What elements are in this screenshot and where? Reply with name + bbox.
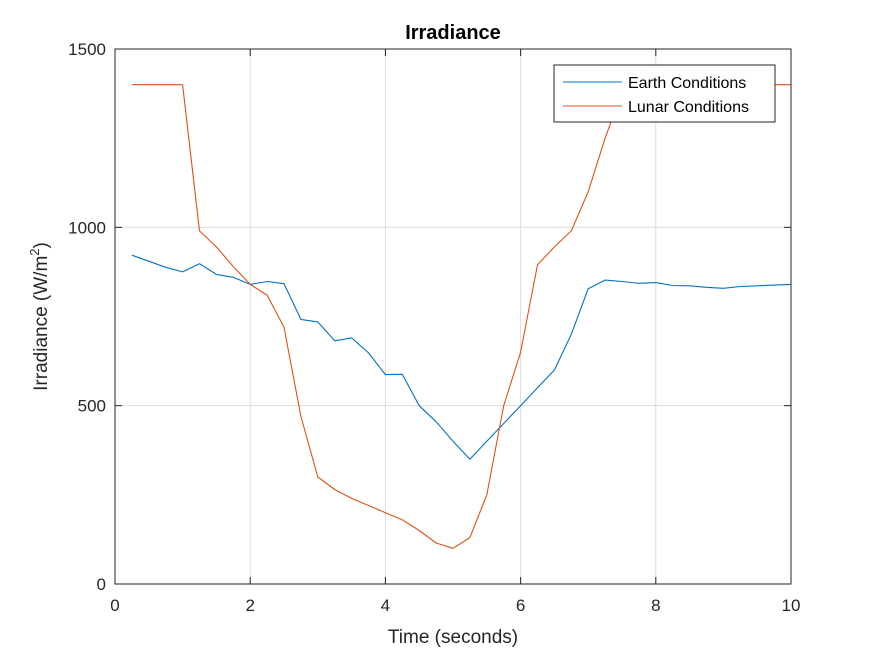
y-tick-label: 1000 <box>68 218 106 237</box>
x-axis-label: Time (seconds) <box>388 627 518 648</box>
y-tick-label: 1500 <box>68 40 106 59</box>
plot-area <box>115 49 791 584</box>
chart-title: Irradiance <box>405 22 501 44</box>
x-tick-label: 4 <box>381 596 390 615</box>
y-axis-label-main: Irradiance (W/m <box>31 256 52 391</box>
y-tick-label: 0 <box>97 575 106 594</box>
legend-box <box>553 64 776 123</box>
x-tick-label: 2 <box>245 596 254 615</box>
legend: Earth Conditions Lunar Conditions <box>553 64 776 123</box>
x-tick-label: 0 <box>110 596 119 615</box>
x-tick-label: 8 <box>651 596 660 615</box>
axis-ticks: 0 2 4 6 8 10 0 500 1000 1500 <box>68 40 800 615</box>
x-tick-label: 6 <box>516 596 525 615</box>
x-tick-label: 10 <box>782 596 801 615</box>
y-axis-label-superscript: 2 <box>27 248 42 255</box>
y-axis-label-tail: ) <box>31 242 52 248</box>
legend-entry-earth: Earth Conditions <box>628 75 746 92</box>
y-axis-label: Irradiance (W/m2) <box>27 242 52 391</box>
y-tick-label: 500 <box>78 397 106 416</box>
legend-entry-lunar: Lunar Conditions <box>628 99 749 116</box>
series-line-earth <box>131 254 792 460</box>
axes-box <box>114 48 792 585</box>
